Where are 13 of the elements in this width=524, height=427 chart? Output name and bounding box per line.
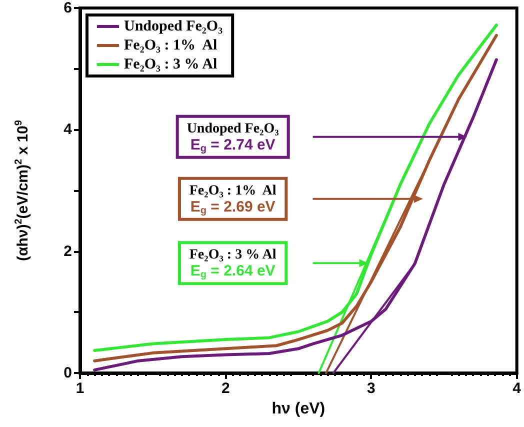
y-tick-label: 6 (64, 0, 72, 16)
x-axis-title: hν (eV) (272, 400, 326, 418)
x-tick-label: 2 (221, 380, 230, 397)
y-axis-title: (αhν)2(eV/cm)2 x 109 (14, 120, 32, 261)
legend-label: Fe₂O₃ : 1% Al (124, 38, 218, 54)
x-tick-label: 4 (512, 380, 522, 397)
y-tick-label: 4 (64, 121, 73, 138)
y-tick-label: 2 (64, 242, 72, 260)
legend-label: Fe₂O₃ : 3 % Al (124, 56, 218, 72)
x-tick-label: 3 (367, 380, 376, 397)
y-tick-label: 0 (64, 364, 72, 382)
legend-label: Undoped Fe₂O₃ (124, 18, 224, 34)
x-tick-label: 1 (76, 380, 84, 397)
